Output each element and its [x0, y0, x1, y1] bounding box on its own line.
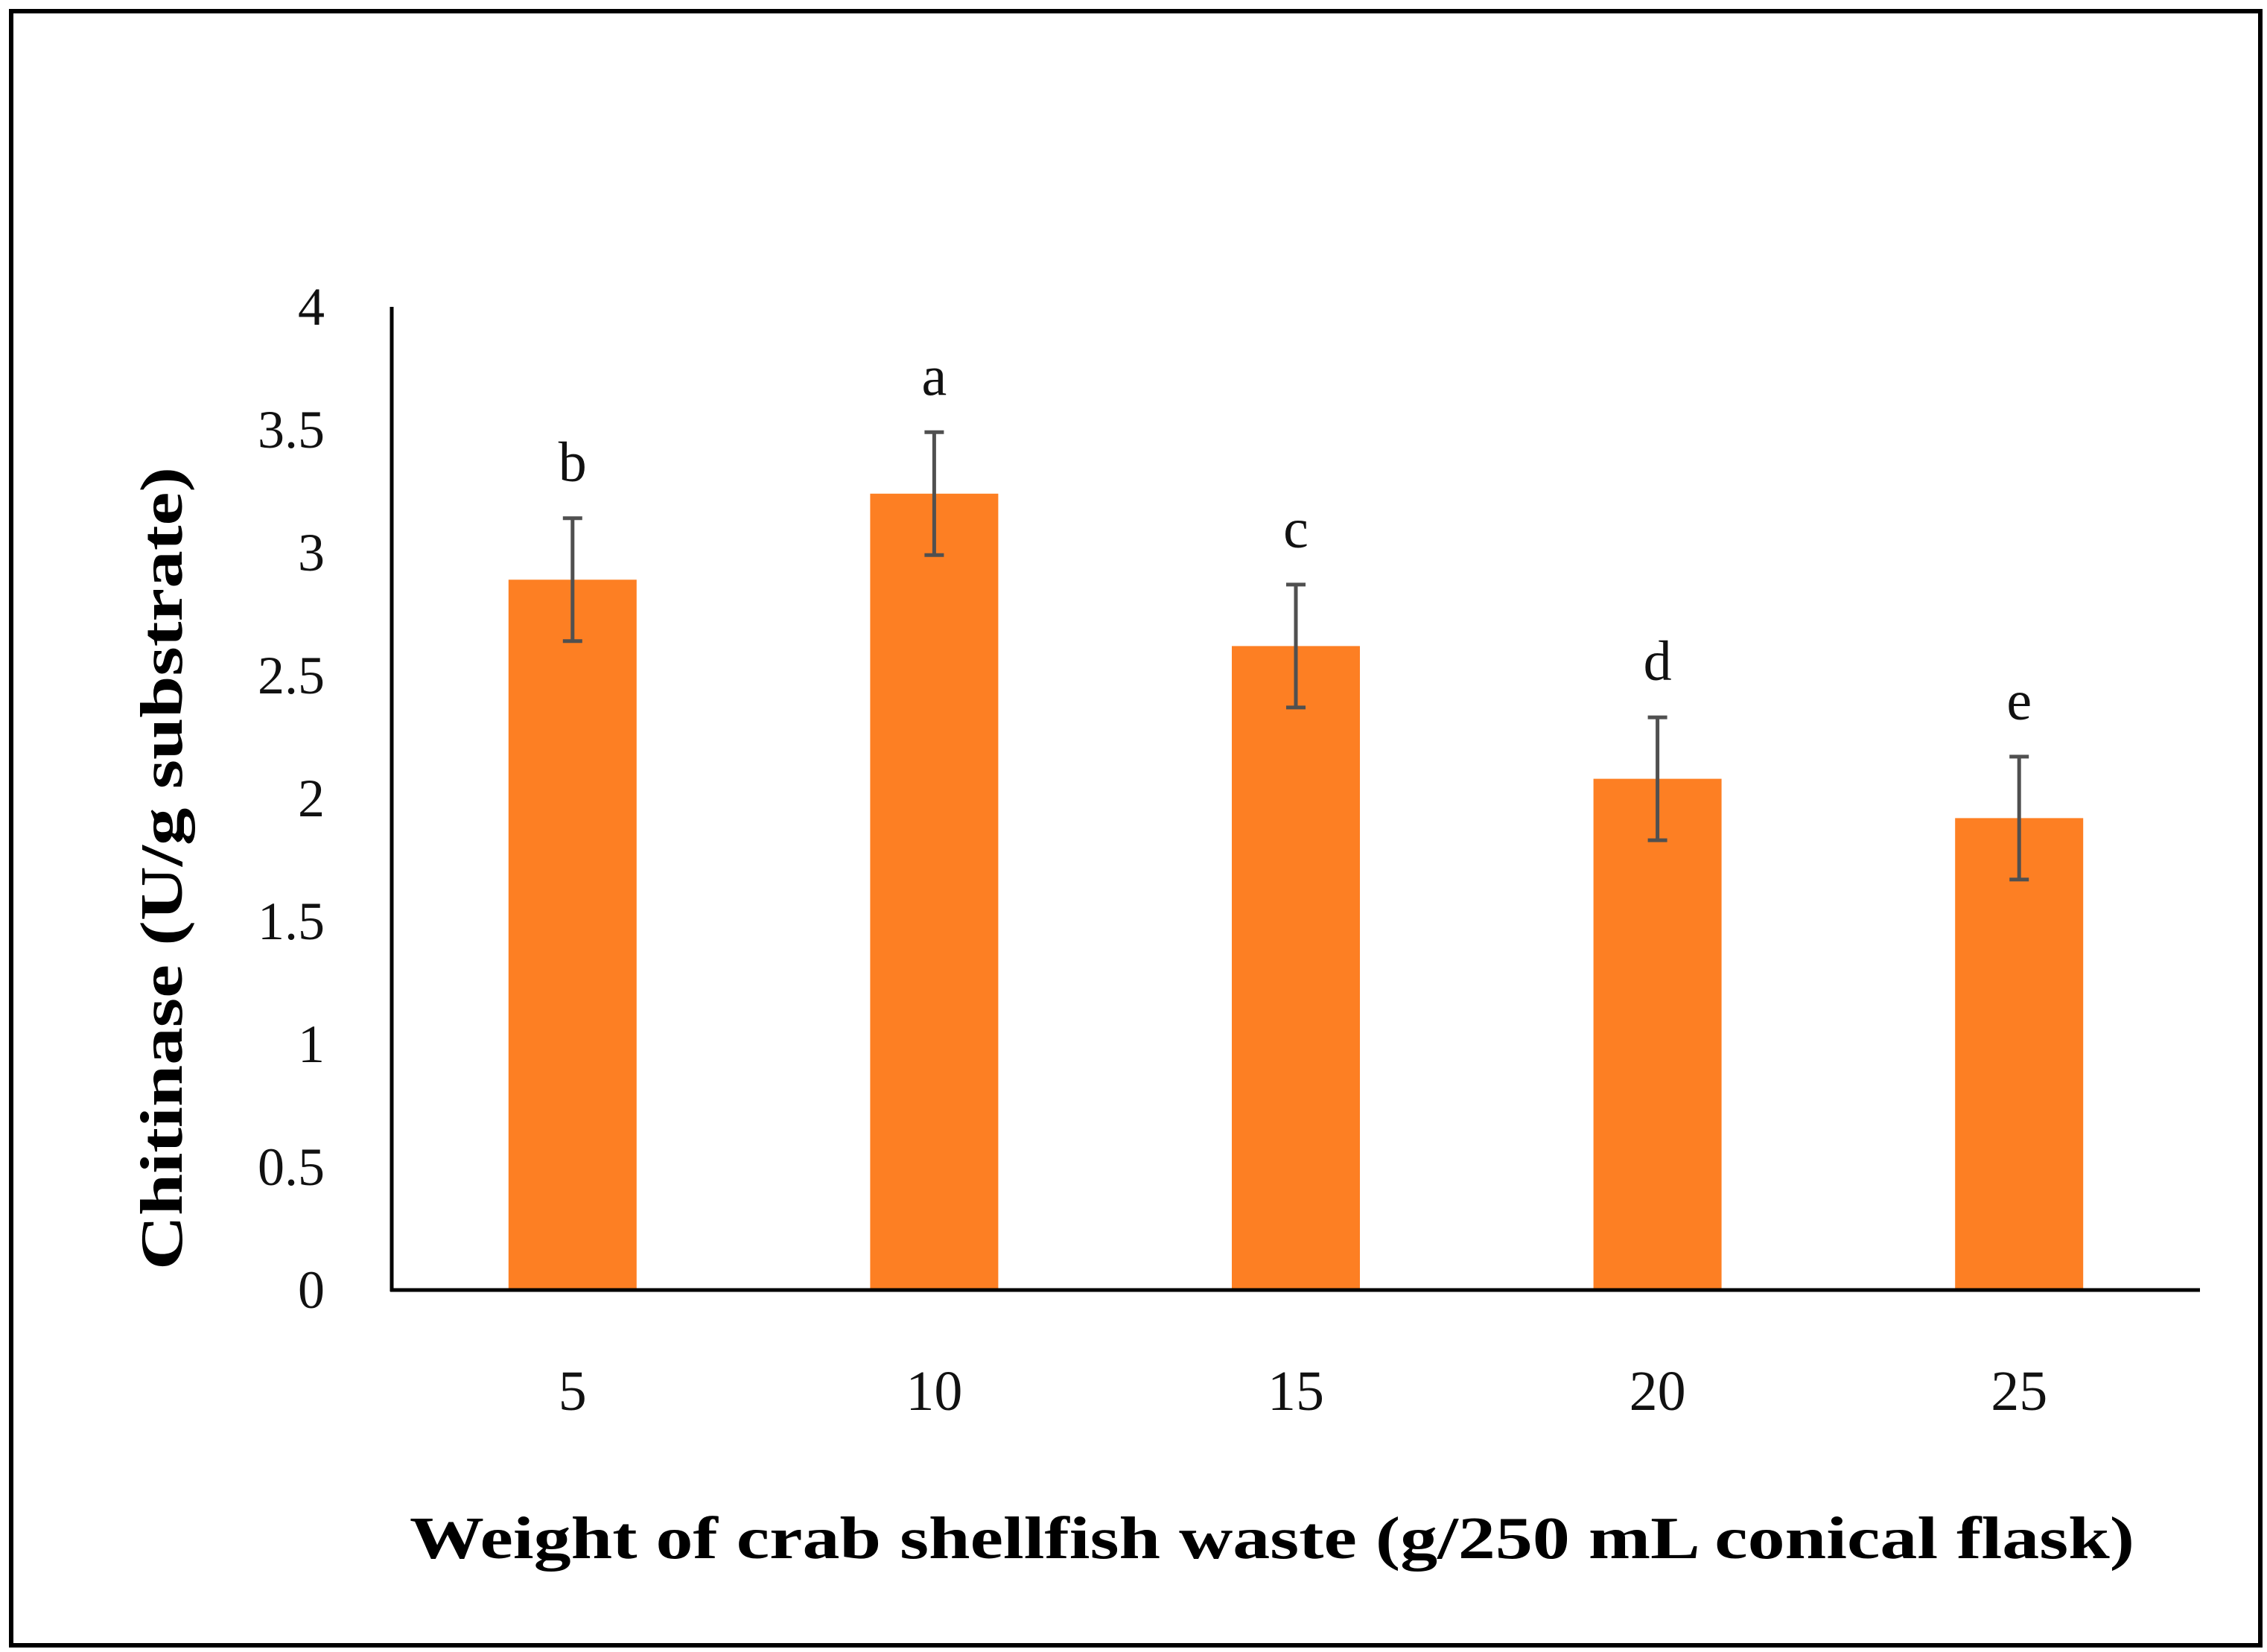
- x-category-label: 15: [1268, 1360, 1324, 1423]
- bars: [508, 493, 2084, 1290]
- y-tick-label: 1.5: [258, 892, 325, 951]
- x-category-label: 20: [1629, 1360, 1686, 1423]
- significance-letter: c: [1283, 498, 1309, 560]
- significance-letter: e: [2006, 670, 2032, 732]
- y-tick-label: 3.5: [258, 400, 325, 460]
- significance-letter: a: [922, 345, 947, 407]
- significance-letter: d: [1644, 630, 1672, 693]
- x-category-label: 25: [1991, 1360, 2047, 1423]
- bar: [1593, 778, 1722, 1290]
- x-category-label: 5: [559, 1360, 587, 1423]
- y-axis-title: Chitinase (U/g substrate): [130, 467, 195, 1270]
- significance-letters: b a c d e: [559, 345, 2032, 732]
- y-tick-label: 4: [298, 277, 325, 337]
- y-tick-label: 2: [298, 769, 325, 828]
- y-axis-ticks: 0 0.5 1 1.5 2 2.5 3 3.5 4: [258, 277, 325, 1320]
- bar: [508, 579, 637, 1290]
- y-tick-label: 2.5: [258, 646, 325, 705]
- chitinase-bar-chart: 0 0.5 1 1.5 2 2.5 3 3.5 4 b a c d e 5 10 15 20 25 Weight…: [130, 277, 2200, 1572]
- y-tick-label: 0: [298, 1260, 325, 1320]
- y-tick-label: 3: [298, 523, 325, 582]
- bar: [1232, 646, 1360, 1290]
- y-tick-label: 1: [298, 1014, 325, 1074]
- error-bars: [562, 430, 2029, 882]
- x-axis-title: Weight of crab shellfish waste (g/250 mL…: [410, 1506, 2134, 1572]
- chart-frame: 0 0.5 1 1.5 2 2.5 3 3.5 4 b a c d e 5 10 15 20 25 Weight…: [9, 9, 2263, 1648]
- bar: [1955, 818, 2084, 1290]
- x-category-label: 10: [906, 1360, 962, 1423]
- bar: [870, 493, 999, 1290]
- y-tick-label: 0.5: [258, 1137, 325, 1197]
- x-axis-categories: 5 10 15 20 25: [559, 1360, 2047, 1423]
- significance-letter: b: [559, 431, 587, 494]
